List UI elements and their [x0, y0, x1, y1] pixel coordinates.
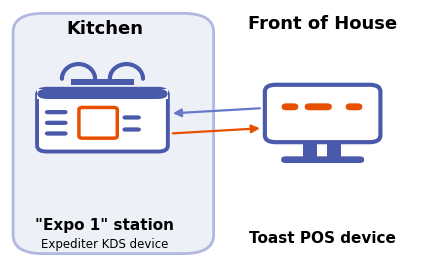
FancyBboxPatch shape	[123, 115, 141, 120]
FancyBboxPatch shape	[37, 89, 168, 99]
FancyBboxPatch shape	[37, 89, 168, 99]
FancyBboxPatch shape	[79, 107, 117, 138]
FancyBboxPatch shape	[303, 141, 317, 158]
FancyBboxPatch shape	[71, 79, 134, 85]
FancyBboxPatch shape	[37, 89, 47, 99]
FancyBboxPatch shape	[45, 121, 68, 125]
FancyBboxPatch shape	[45, 131, 68, 136]
Text: "Expo 1" station: "Expo 1" station	[35, 218, 174, 233]
FancyBboxPatch shape	[346, 103, 362, 110]
FancyBboxPatch shape	[265, 85, 380, 142]
FancyBboxPatch shape	[45, 110, 68, 114]
Text: Kitchen: Kitchen	[66, 20, 143, 38]
Text: Toast POS device: Toast POS device	[249, 231, 396, 246]
FancyBboxPatch shape	[305, 103, 332, 110]
FancyBboxPatch shape	[158, 89, 168, 99]
FancyBboxPatch shape	[327, 141, 341, 158]
FancyBboxPatch shape	[281, 156, 364, 163]
FancyBboxPatch shape	[282, 103, 298, 110]
FancyBboxPatch shape	[37, 89, 168, 151]
FancyBboxPatch shape	[123, 127, 141, 132]
Text: Front of House: Front of House	[248, 15, 397, 33]
FancyBboxPatch shape	[13, 13, 214, 254]
Text: Expediter KDS device: Expediter KDS device	[41, 238, 168, 251]
